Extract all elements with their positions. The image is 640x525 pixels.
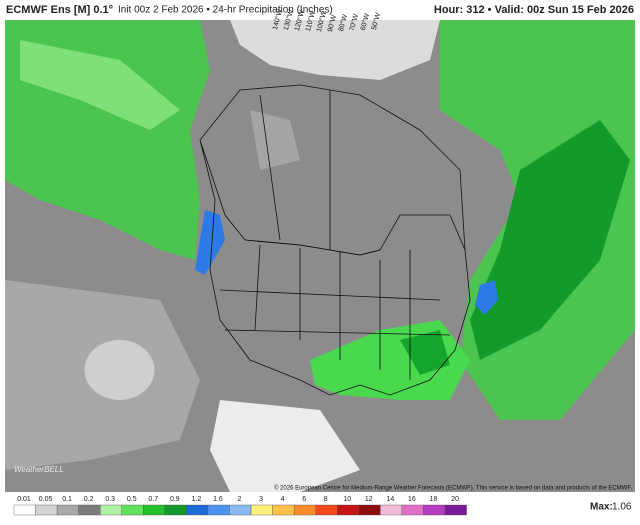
colorbar-label: 14 [386, 496, 394, 503]
southeast-dark [400, 330, 450, 375]
colorbar-label: 12 [365, 496, 373, 503]
colorbar-label: 0.3 [105, 496, 115, 503]
colorbar: 0.01 0.05 0.1 0.2 0.3 0.5 0.7 0.9 1.2 1.6 2 3 4 6 8 10 1… [13, 496, 467, 516]
valid-time: Hour: 312 • Valid: 00z Sun 15 Feb 2026 [434, 4, 634, 16]
colorbar-swatch [99, 504, 122, 516]
colorbar-swatch [35, 504, 58, 516]
colorbar-swatch [229, 504, 252, 516]
colorbar-label: 0.01 [17, 496, 31, 503]
colorbar-swatch [380, 504, 403, 516]
storm-swirl [84, 340, 155, 400]
colorbar-swatch [56, 504, 79, 516]
colorbar-swatch [401, 504, 424, 516]
colorbar-label: 16 [408, 496, 416, 503]
colorbar-swatch [293, 504, 316, 516]
canada-gray [250, 110, 300, 170]
colorbar-label: 0.7 [148, 496, 158, 503]
map-field [5, 20, 635, 492]
colorbar-label: 0.05 [39, 496, 53, 503]
init-info: Init 00z 2 Feb 2026 • 24-hr Precipitatio… [118, 5, 333, 16]
colorbar-label: 0.9 [170, 496, 180, 503]
colorbar-swatch [337, 504, 359, 516]
colorbar-label: 4 [281, 496, 285, 503]
colorbar-label: 18 [430, 496, 438, 503]
colorbar-label: 20 [451, 496, 459, 503]
colorbar-label: 0.1 [62, 496, 72, 503]
colorbar-swatch [272, 504, 295, 516]
canada-lines [199, 84, 466, 251]
colorbar-label: 1.6 [213, 496, 223, 503]
pacific-light [20, 40, 180, 130]
colorbar-swatch [13, 504, 36, 516]
colorbar-swatch [423, 504, 446, 516]
colorbar-swatch [207, 504, 230, 516]
colorbar-label: 3 [259, 496, 263, 503]
copyright: © 2026 European Centre for Medium-Range … [274, 485, 632, 492]
colorbar-swatch [186, 504, 209, 516]
mexico-dry [210, 400, 360, 492]
max-label: Max: [590, 502, 613, 513]
colorbar-swatch [164, 504, 187, 516]
max-value: 1.06 [612, 502, 632, 513]
colorbar-swatch [358, 504, 381, 516]
west-coast-blue [195, 210, 225, 275]
colorbar-swatch [444, 504, 467, 516]
boundaries [199, 84, 471, 396]
atlantic-blue [475, 280, 498, 315]
colorbar-swatch [78, 504, 101, 516]
colorbar-swatch [121, 504, 144, 516]
colorbar-label: 6 [302, 496, 306, 503]
colorbar-swatch [315, 504, 338, 516]
colorbar-swatch [143, 504, 166, 516]
colorbar-label: 10 [343, 496, 351, 503]
colorbar-label: 0.2 [84, 496, 94, 503]
colorbar-label: 2 [238, 496, 242, 503]
model-title: ECMWF Ens [M] 0.1° [6, 4, 113, 16]
arctic-dry [230, 20, 440, 80]
colorbar-label: 0.5 [127, 496, 137, 503]
logo: WeatherBELL [14, 465, 64, 474]
colorbar-label: 8 [324, 496, 328, 503]
atlantic-dark [470, 120, 630, 360]
colorbar-swatch [250, 504, 273, 516]
colorbar-label: 1.2 [192, 496, 202, 503]
